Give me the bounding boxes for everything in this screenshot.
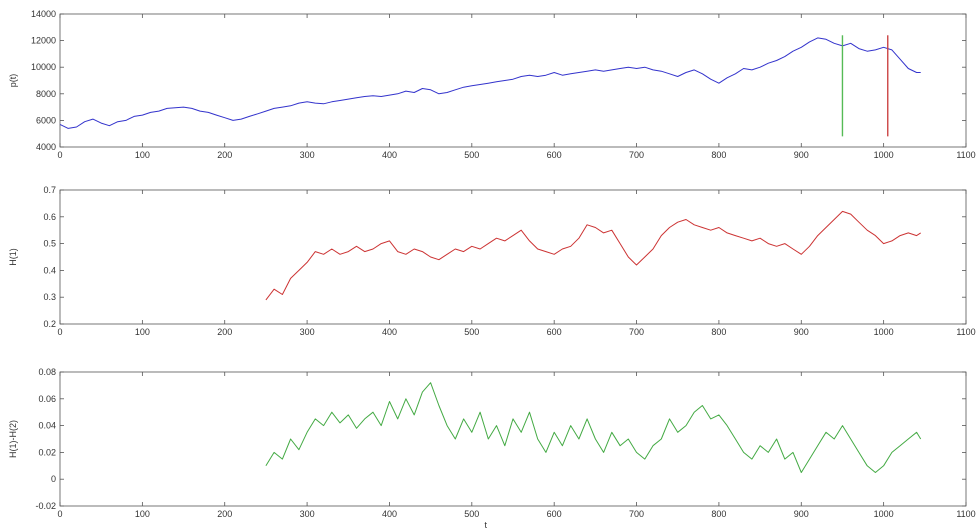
- price-panel: 0 100 200 300 400 500 600 700 800 900 1000 1100 4000…: [8, 9, 976, 160]
- x-tick-label: 400: [382, 509, 397, 519]
- x-tick-label: 900: [794, 327, 809, 337]
- x-tick-label: 200: [217, 327, 232, 337]
- x-tick-label: 700: [629, 327, 644, 337]
- x-tick-label: 600: [547, 509, 562, 519]
- axes-frame: [59, 371, 967, 507]
- y-tick-label: 0.2: [43, 319, 56, 329]
- x-tick-label: 100: [135, 150, 150, 160]
- hdiff-panel: 0 100 200 300 400 500 600 700 800 900 1000 1100 -0.0…: [8, 367, 976, 529]
- x-tick-label: 1100: [956, 327, 975, 337]
- x-tick-label: 700: [629, 150, 644, 160]
- x-tick-label: 1000: [874, 327, 894, 337]
- y-tick-label: 0.4: [43, 265, 56, 275]
- x-tick-label: 900: [794, 509, 809, 519]
- y-tick-label: -0.02: [35, 501, 56, 511]
- x-tick-label: 100: [135, 509, 150, 519]
- x-tick-label: 200: [217, 150, 232, 160]
- x-tick-label: 800: [711, 327, 726, 337]
- y-tick-label: 0.3: [43, 292, 56, 302]
- x-tick-label: 0: [57, 327, 62, 337]
- y-tick-label: 8000: [36, 89, 56, 99]
- series-line-1: [265, 382, 922, 473]
- x-tick-label: 700: [629, 509, 644, 519]
- x-tick-label: 1100: [956, 150, 975, 160]
- x-tick-label: 800: [711, 509, 726, 519]
- x-tick-label: 500: [464, 509, 479, 519]
- y-tick-label: 0.08: [38, 367, 56, 377]
- x-tick-label: 300: [300, 150, 315, 160]
- y-axis-label: H(1)-H(2): [8, 420, 18, 458]
- series-line-1: [59, 37, 921, 129]
- series-line-1: [265, 210, 921, 301]
- x-tick-label: 300: [300, 327, 315, 337]
- x-tick-label: 400: [382, 327, 397, 337]
- y-axis-label: p(t): [8, 74, 18, 88]
- y-tick-label: 0: [51, 474, 56, 484]
- h1-panel: 0 100 200 300 400 500 600 700 800 900 1000 1100 0.2 0…: [8, 185, 976, 337]
- x-tick-label: 1000: [874, 509, 894, 519]
- x-tick-label: 900: [794, 150, 809, 160]
- x-tick-label: 600: [547, 327, 562, 337]
- x-tick-label: 300: [300, 509, 315, 519]
- y-tick-label: 0.04: [38, 421, 56, 431]
- x-tick-label: 600: [547, 150, 562, 160]
- y-tick-label: 0.06: [38, 394, 56, 404]
- x-tick-label: 100: [135, 327, 150, 337]
- x-tick-label: 500: [464, 150, 479, 160]
- y-tick-label: 0.6: [43, 212, 56, 222]
- x-tick-label: 0: [57, 150, 62, 160]
- y-tick-label: 10000: [31, 62, 56, 72]
- y-tick-label: 0.02: [38, 447, 56, 457]
- y-tick-label: 6000: [36, 115, 56, 125]
- y-tick-label: 0.7: [43, 185, 56, 195]
- x-tick-label: 400: [382, 150, 397, 160]
- axes-frame: [59, 189, 967, 325]
- y-axis-label: H(1): [8, 248, 18, 266]
- x-tick-label: 1100: [956, 509, 975, 519]
- x-tick-label: 0: [57, 509, 62, 519]
- y-tick-label: 12000: [31, 36, 56, 46]
- y-tick-label: 4000: [36, 142, 56, 152]
- y-tick-label: 14000: [31, 9, 56, 19]
- x-tick-label: 1000: [874, 150, 894, 160]
- x-axis-label: t: [485, 520, 488, 529]
- x-tick-label: 800: [711, 150, 726, 160]
- x-tick-label: 500: [464, 327, 479, 337]
- axes-frame: [59, 13, 967, 148]
- y-tick-label: 0.5: [43, 239, 56, 249]
- x-tick-label: 200: [217, 509, 232, 519]
